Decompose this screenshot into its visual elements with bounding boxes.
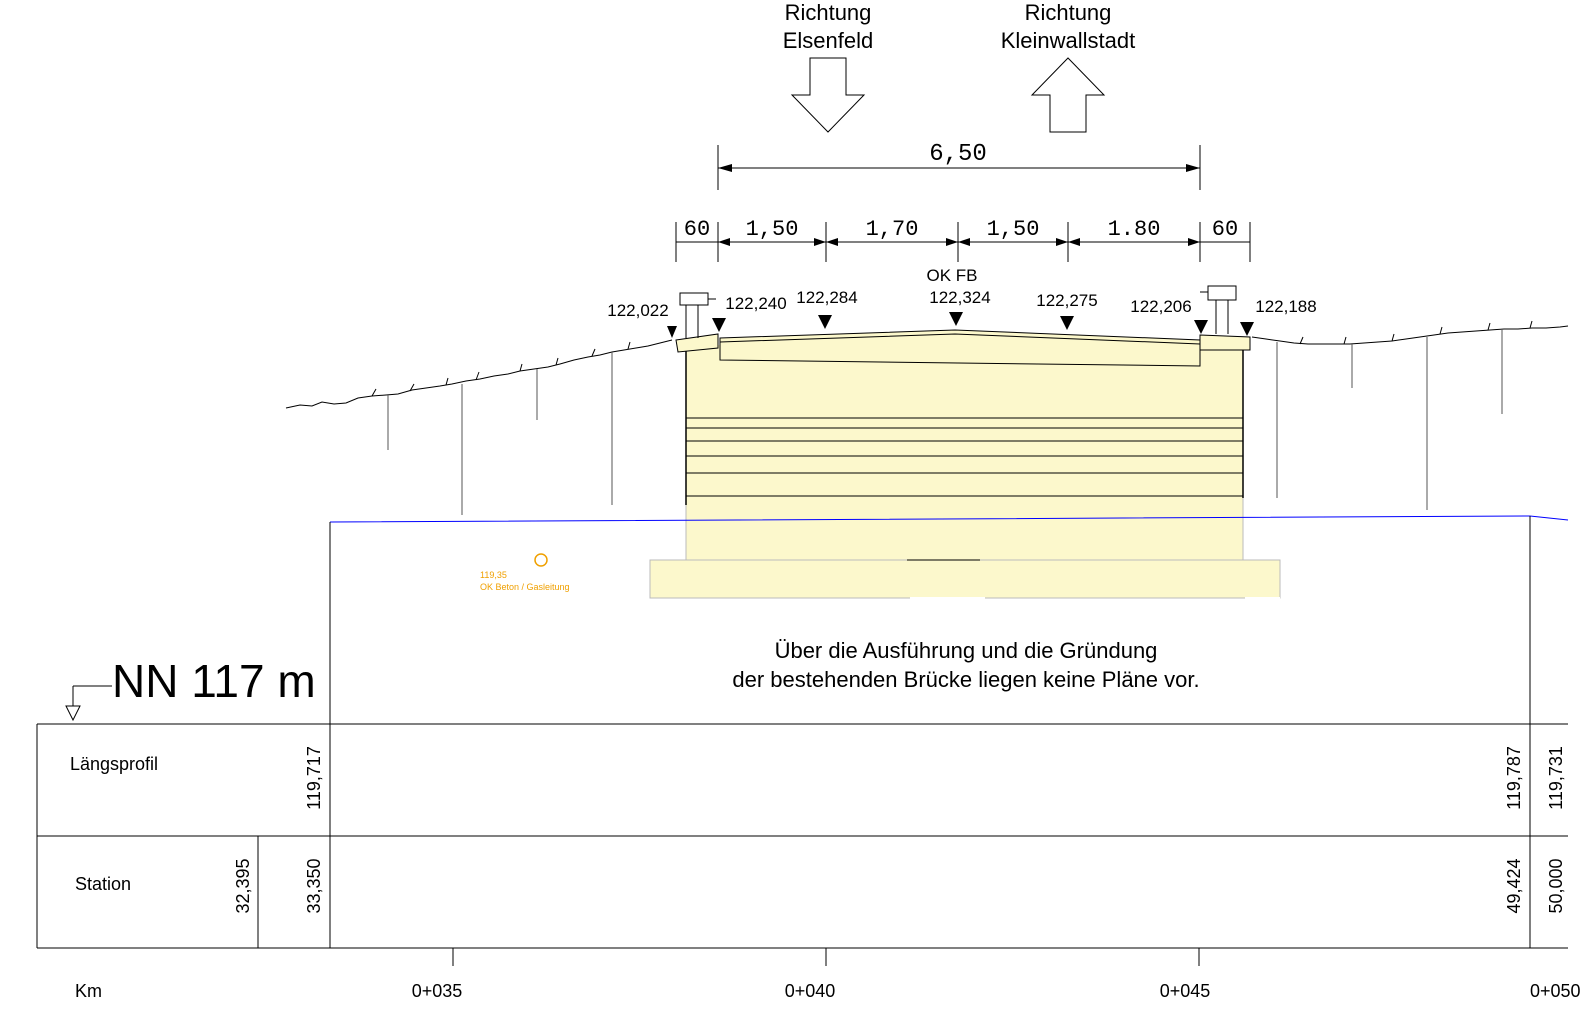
bridge-layers [686, 417, 1243, 497]
elevation-markers [667, 312, 1254, 338]
station-value: 32,395 [233, 858, 253, 913]
foundation [649, 559, 1281, 599]
km-ticks [452, 948, 1200, 966]
row-label-station: Station [75, 874, 131, 894]
row-label-laengsprofil: Längsprofil [70, 754, 158, 774]
elevation-5: 122,275 [1036, 291, 1097, 310]
elevation-4: 122,324 [929, 288, 990, 307]
km-value: 0+045 [1160, 981, 1211, 1001]
gas-label: OK Beton / Gasleitung [480, 582, 570, 592]
arrow-down-icon [790, 57, 866, 133]
elevation-ok-label: OK FB [926, 266, 977, 285]
elevation-2: 122,240 [725, 294, 786, 313]
profile-table [36, 723, 1568, 949]
segment-label-1: 60 [684, 217, 710, 242]
guardrail-right-icon [1200, 285, 1237, 334]
segment-arrows [718, 238, 1200, 246]
ground-hatching [371, 320, 1533, 397]
elevation-3: 122,284 [796, 288, 857, 307]
elevation-1: 122,022 [607, 301, 668, 320]
direction-left-line2: Elsenfeld [783, 28, 874, 53]
note-line-1: Über die Ausführung und die Gründung [775, 638, 1158, 663]
bridge-body [686, 345, 1243, 560]
ground-verticals [387, 329, 1503, 515]
station-value: 50,000 [1546, 858, 1566, 913]
gas-value: 119,35 [480, 570, 507, 580]
direction-left-line1: Richtung [785, 0, 872, 25]
gas-pipe-icon [534, 553, 548, 567]
km-label: Km [75, 981, 102, 1001]
laengs-value: 119,717 [304, 746, 324, 810]
km-value: 0+050 [1530, 981, 1581, 1001]
ground-line-left [285, 339, 673, 409]
datum-marker-icon [65, 685, 112, 722]
road-deck [719, 329, 1201, 367]
guardrail-left-icon [679, 292, 716, 338]
direction-right-line2: Kleinwallstadt [1001, 28, 1136, 53]
elevation-7: 122,188 [1255, 297, 1316, 316]
elevation-6: 122,206 [1130, 297, 1191, 316]
total-dimension-label: 6,50 [929, 141, 987, 168]
curb-right [1199, 334, 1251, 351]
segment-label-5: 1.80 [1108, 217, 1161, 242]
km-value: 0+040 [785, 981, 836, 1001]
direction-right-line1: Richtung [1025, 0, 1112, 25]
segment-label-4: 1,50 [987, 217, 1040, 242]
ground-line-right [1251, 325, 1569, 345]
station-value: 49,424 [1504, 858, 1524, 913]
segment-label-3: 1,70 [866, 217, 919, 242]
segment-label-2: 1,50 [746, 217, 799, 242]
total-dimension [717, 145, 1201, 190]
curb-left [675, 333, 719, 353]
note-line-2: der bestehenden Brücke liegen keine Plän… [732, 667, 1199, 692]
laengs-value: 119,787 [1504, 746, 1524, 810]
dim-arrow-icon [718, 164, 732, 172]
km-value: 0+035 [412, 981, 463, 1001]
dim-arrow-icon [1186, 164, 1200, 172]
segment-label-6: 60 [1212, 217, 1238, 242]
laengs-value: 119,731 [1546, 746, 1566, 810]
datum-label: NN 117 m [112, 655, 316, 707]
arrow-up-icon [1030, 57, 1106, 133]
station-value: 33,350 [304, 858, 324, 913]
